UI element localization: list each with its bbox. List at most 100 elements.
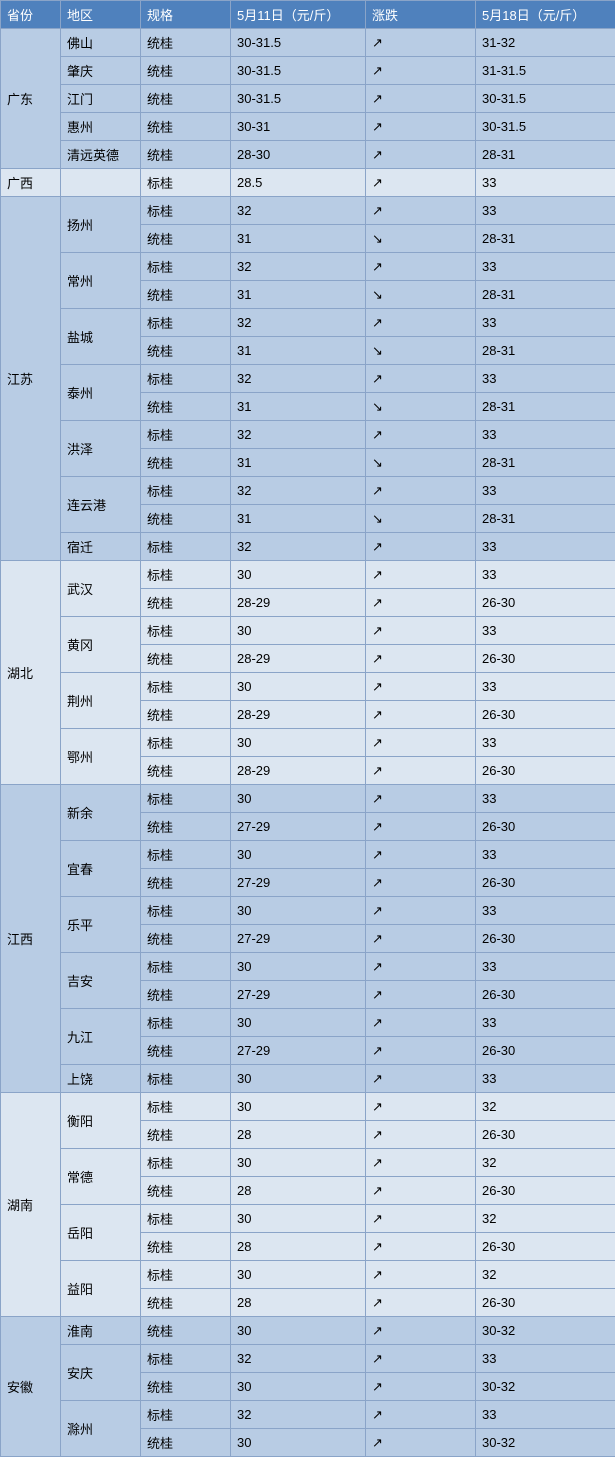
cell-price-may11: 30	[231, 1009, 366, 1037]
cell-price-may11: 30	[231, 1261, 366, 1289]
cell-price-may18: 26-30	[476, 981, 615, 1009]
cell-spec: 标桂	[141, 729, 231, 757]
cell-spec: 标桂	[141, 953, 231, 981]
cell-trend: ↗	[366, 1233, 476, 1261]
cell-trend: ↗	[366, 477, 476, 505]
cell-province: 江苏	[1, 197, 61, 561]
table-row: 广东佛山统桂30-31.5↗31-32	[1, 29, 615, 57]
cell-price-may18: 28-31	[476, 449, 615, 477]
cell-region	[61, 169, 141, 197]
cell-trend: ↗	[366, 925, 476, 953]
cell-spec: 标桂	[141, 197, 231, 225]
cell-spec: 标桂	[141, 785, 231, 813]
cell-trend: ↗	[366, 1317, 476, 1345]
table-row: 滁州标桂32↗33	[1, 1401, 615, 1429]
table-row: 清远英德统桂28-30↗28-31	[1, 141, 615, 169]
cell-trend: ↘	[366, 225, 476, 253]
cell-region: 洪泽	[61, 421, 141, 477]
cell-price-may11: 28.5	[231, 169, 366, 197]
cell-region: 荆州	[61, 673, 141, 729]
cell-price-may11: 32	[231, 365, 366, 393]
cell-spec: 标桂	[141, 1009, 231, 1037]
cell-spec: 统桂	[141, 757, 231, 785]
cell-price-may11: 28	[231, 1177, 366, 1205]
cell-trend: ↗	[366, 673, 476, 701]
cell-spec: 统桂	[141, 1177, 231, 1205]
cell-trend: ↗	[366, 113, 476, 141]
cell-price-may18: 26-30	[476, 813, 615, 841]
cell-price-may11: 30	[231, 673, 366, 701]
cell-price-may11: 32	[231, 197, 366, 225]
cell-price-may11: 30	[231, 1205, 366, 1233]
col-price-may18: 5月18日（元/斤）	[476, 1, 615, 29]
cell-price-may18: 30-32	[476, 1317, 615, 1345]
cell-price-may18: 32	[476, 1149, 615, 1177]
cell-trend: ↗	[366, 701, 476, 729]
cell-spec: 统桂	[141, 869, 231, 897]
table-row: 安徽淮南统桂30↗30-32	[1, 1317, 615, 1345]
cell-price-may11: 30	[231, 1429, 366, 1457]
cell-trend: ↗	[366, 841, 476, 869]
cell-trend: ↗	[366, 589, 476, 617]
cell-trend: ↗	[366, 533, 476, 561]
cell-spec: 标桂	[141, 1261, 231, 1289]
cell-price-may18: 33	[476, 1401, 615, 1429]
cell-region: 黄冈	[61, 617, 141, 673]
cell-region: 佛山	[61, 29, 141, 57]
cell-trend: ↗	[366, 1205, 476, 1233]
cell-price-may11: 32	[231, 1345, 366, 1373]
cell-price-may11: 30	[231, 617, 366, 645]
cell-spec: 统桂	[141, 981, 231, 1009]
cell-spec: 标桂	[141, 309, 231, 337]
cell-spec: 统桂	[141, 281, 231, 309]
cell-region: 宜春	[61, 841, 141, 897]
cell-price-may11: 30	[231, 785, 366, 813]
cell-spec: 统桂	[141, 701, 231, 729]
table-row: 江西新余标桂30↗33	[1, 785, 615, 813]
cell-trend: ↗	[366, 757, 476, 785]
cell-province: 广西	[1, 169, 61, 197]
cell-price-may11: 28	[231, 1289, 366, 1317]
cell-trend: ↗	[366, 1037, 476, 1065]
cell-trend: ↗	[366, 953, 476, 981]
cell-spec: 统桂	[141, 1289, 231, 1317]
cell-price-may18: 33	[476, 169, 615, 197]
cell-price-may18: 33	[476, 309, 615, 337]
cell-spec: 统桂	[141, 589, 231, 617]
cell-region: 常州	[61, 253, 141, 309]
cell-spec: 统桂	[141, 1373, 231, 1401]
cell-region: 武汉	[61, 561, 141, 617]
table-row: 肇庆统桂30-31.5↗31-31.5	[1, 57, 615, 85]
table-row: 盐城标桂32↗33	[1, 309, 615, 337]
table-row: 洪泽标桂32↗33	[1, 421, 615, 449]
cell-spec: 统桂	[141, 449, 231, 477]
cell-price-may18: 26-30	[476, 1233, 615, 1261]
cell-price-may11: 30-31.5	[231, 57, 366, 85]
cell-trend: ↗	[366, 169, 476, 197]
cell-price-may18: 33	[476, 533, 615, 561]
cell-price-may18: 26-30	[476, 589, 615, 617]
table-row: 乐平标桂30↗33	[1, 897, 615, 925]
cell-price-may11: 28	[231, 1121, 366, 1149]
cell-price-may18: 33	[476, 421, 615, 449]
cell-spec: 统桂	[141, 505, 231, 533]
cell-price-may11: 30	[231, 729, 366, 757]
cell-spec: 统桂	[141, 1429, 231, 1457]
cell-region: 清远英德	[61, 141, 141, 169]
cell-spec: 标桂	[141, 477, 231, 505]
table-row: 吉安标桂30↗33	[1, 953, 615, 981]
cell-price-may18: 32	[476, 1205, 615, 1233]
table-row: 湖南衡阳标桂30↗32	[1, 1093, 615, 1121]
cell-price-may11: 27-29	[231, 813, 366, 841]
cell-price-may11: 30	[231, 1065, 366, 1093]
cell-trend: ↗	[366, 897, 476, 925]
col-province: 省份	[1, 1, 61, 29]
cell-trend: ↘	[366, 449, 476, 477]
cell-price-may11: 32	[231, 309, 366, 337]
cell-price-may11: 30-31.5	[231, 85, 366, 113]
cell-region: 常德	[61, 1149, 141, 1205]
cell-price-may11: 31	[231, 225, 366, 253]
table-body: 广东佛山统桂30-31.5↗31-32肇庆统桂30-31.5↗31-31.5江门…	[1, 29, 615, 1457]
cell-price-may11: 32	[231, 1401, 366, 1429]
cell-spec: 标桂	[141, 841, 231, 869]
